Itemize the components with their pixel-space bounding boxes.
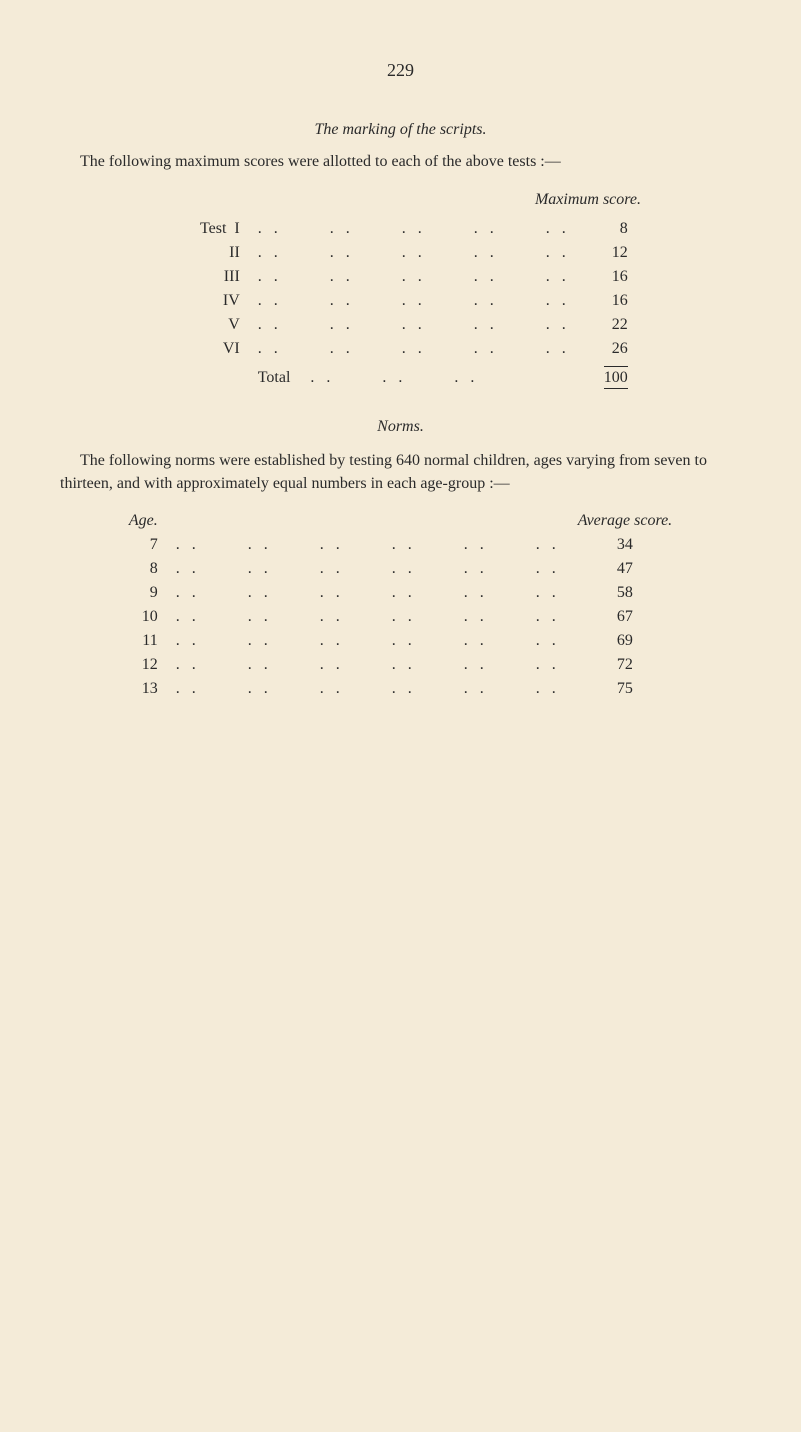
table-row: 12. . . . . . . . . . . .72	[129, 653, 672, 677]
max-score-header: Maximum score.	[60, 191, 741, 209]
norms-body-text: The following norms were established by …	[60, 450, 741, 495]
leader-dots: . . . . . . . . . . . .	[176, 629, 578, 653]
intro-text-marking: The following maximum scores were allott…	[60, 151, 741, 173]
age-label: 12	[129, 653, 176, 677]
age-label: 8	[129, 557, 176, 581]
age-label: 7	[129, 533, 176, 557]
total-row: Total . . . . . .100	[200, 361, 628, 390]
test-label: Test I	[200, 217, 258, 241]
table-row: 8. . . . . . . . . . . .47	[129, 557, 672, 581]
total-label: Total . . . . . .	[258, 361, 588, 390]
age-label: 10	[129, 605, 176, 629]
test-label: V	[200, 313, 258, 337]
test-score: 12	[588, 241, 628, 265]
avg-score-value: 67	[578, 605, 672, 629]
leader-dots: . . . . . . . . . .	[258, 289, 588, 313]
test-score: 26	[588, 337, 628, 361]
total-value: 100	[588, 361, 628, 390]
leader-dots: . . . . . . . . . . . .	[176, 677, 578, 701]
test-label: II	[200, 241, 258, 265]
section-title-norms: Norms.	[60, 418, 741, 436]
table-row: 11. . . . . . . . . . . .69	[129, 629, 672, 653]
table-row: V. . . . . . . . . .22	[200, 313, 628, 337]
leader-dots: . . . . . . . . . .	[258, 265, 588, 289]
age-label: 13	[129, 677, 176, 701]
table-row: IV. . . . . . . . . .16	[200, 289, 628, 313]
table-row: 13. . . . . . . . . . . .75	[129, 677, 672, 701]
test-label: IV	[200, 289, 258, 313]
test-score: 16	[588, 265, 628, 289]
age-label: 11	[129, 629, 176, 653]
empty-cell	[200, 361, 258, 390]
norms-table: Age.Average score.7. . . . . . . . . . .…	[129, 509, 672, 701]
table-header-row: Age. Average score.	[129, 509, 672, 533]
test-score: 8	[588, 217, 628, 241]
empty-cell	[176, 509, 578, 533]
avg-score-value: 75	[578, 677, 672, 701]
page-container: 229 The marking of the scripts. The foll…	[0, 0, 801, 751]
table-row: 10. . . . . . . . . . . .67	[129, 605, 672, 629]
leader-dots: . . . . . . . . . . . .	[176, 605, 578, 629]
leader-dots: . . . . . . . . . . . .	[176, 557, 578, 581]
test-score: 16	[588, 289, 628, 313]
leader-dots: . . . . . . . . . .	[258, 337, 588, 361]
leader-dots: . . . . . . . . . . . .	[176, 533, 578, 557]
table-row: 9. . . . . . . . . . . .58	[129, 581, 672, 605]
leader-dots: . . . . . . . . . . . .	[176, 581, 578, 605]
avg-score-value: 58	[578, 581, 672, 605]
avg-score-value: 69	[578, 629, 672, 653]
table-row: 7. . . . . . . . . . . .34	[129, 533, 672, 557]
avg-score-value: 47	[578, 557, 672, 581]
leader-dots: . . . . . . . . . .	[258, 217, 588, 241]
age-label: 9	[129, 581, 176, 605]
leader-dots: . . . . . . . . . . . .	[176, 653, 578, 677]
section-title-marking: The marking of the scripts.	[60, 121, 741, 139]
page-number: 229	[60, 60, 741, 81]
test-label: III	[200, 265, 258, 289]
avg-score-value: 72	[578, 653, 672, 677]
table-row: Test I. . . . . . . . . .8	[200, 217, 628, 241]
leader-dots: . . . . . . . . . .	[258, 313, 588, 337]
test-score: 22	[588, 313, 628, 337]
max-score-table: Test I. . . . . . . . . .8II. . . . . . …	[200, 217, 628, 390]
leader-dots: . . . . . . . . . .	[258, 241, 588, 265]
test-label: VI	[200, 337, 258, 361]
table-row: II. . . . . . . . . .12	[200, 241, 628, 265]
table-row: III. . . . . . . . . .16	[200, 265, 628, 289]
table-row: VI. . . . . . . . . .26	[200, 337, 628, 361]
avg-score-header: Average score.	[578, 509, 672, 533]
avg-score-value: 34	[578, 533, 672, 557]
age-header: Age.	[129, 509, 176, 533]
